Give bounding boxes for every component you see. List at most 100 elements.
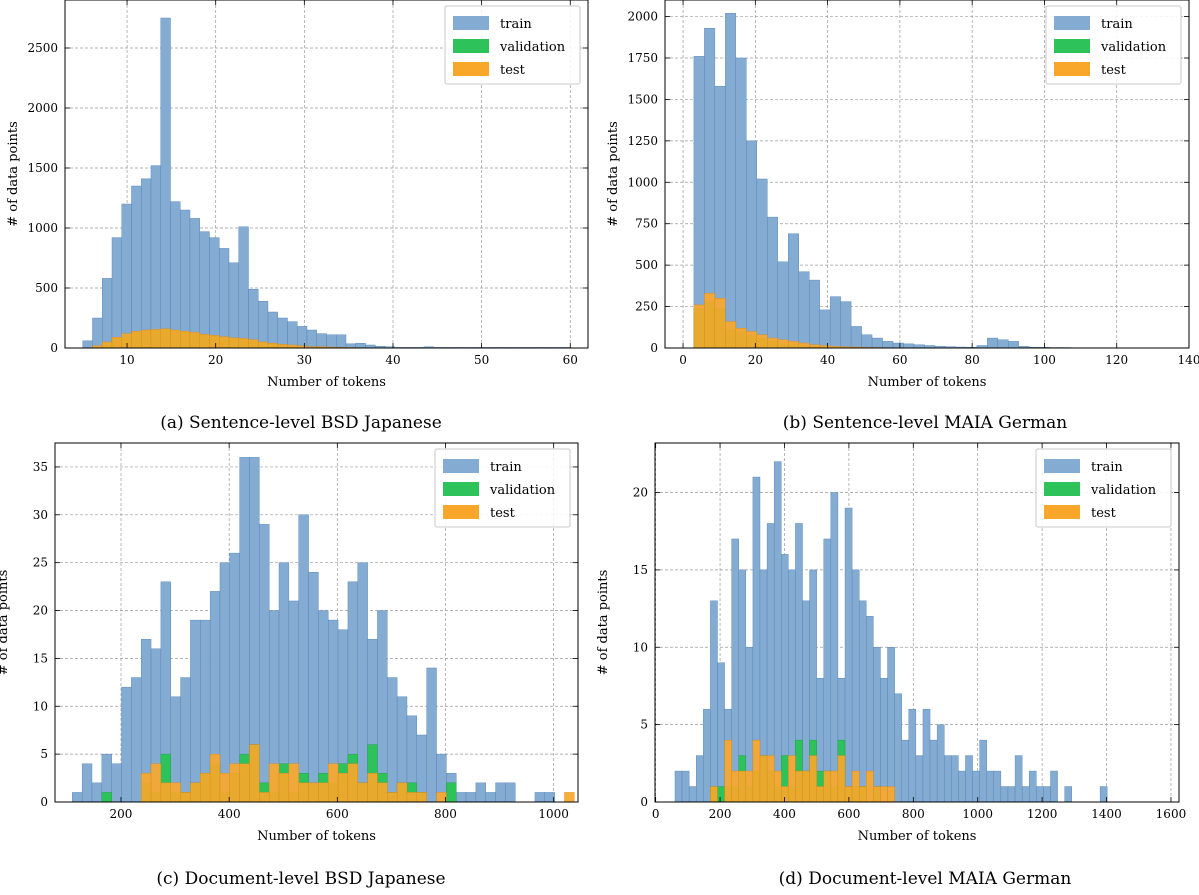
subplot-caption: (d) Document-level MAIA German <box>779 869 1072 889</box>
bar-train <box>336 335 346 348</box>
y-tick-label: 0 <box>640 795 648 809</box>
bar-train <box>327 335 337 348</box>
y-tick-label: 500 <box>35 281 58 295</box>
bar-test <box>220 773 230 802</box>
bar-test <box>180 331 190 348</box>
x-tick-label: 400 <box>218 807 241 821</box>
bar-test <box>151 764 161 802</box>
bar-test <box>387 792 397 802</box>
bar-train <box>190 620 200 802</box>
bar-train <box>980 740 987 802</box>
bar-train <box>1001 787 1008 802</box>
y-tick-label: 0 <box>650 341 658 355</box>
bar-test <box>725 321 735 348</box>
bar-test <box>181 792 191 802</box>
bar-test <box>248 340 258 348</box>
bar-test <box>258 342 268 348</box>
bar-train <box>852 570 859 802</box>
bar-train <box>170 202 180 348</box>
legend-swatch-train <box>1054 16 1090 30</box>
legend-swatch-test <box>443 505 479 519</box>
x-tick-label: 1200 <box>1027 807 1058 821</box>
bar-train <box>682 771 689 802</box>
legend-label-validation: validation <box>1100 40 1167 55</box>
x-tick-label: 200 <box>709 807 732 821</box>
bar-train <box>883 341 893 348</box>
subplot-d: 0 200 400 600 800 1000 1200 1400 1600 0 5 10 15 20 Num… <box>596 443 1186 889</box>
bar-train <box>297 326 307 348</box>
subplot-caption: (c) Document-level BSD Japanese <box>156 869 445 889</box>
x-axis-label: Number of tokens <box>868 375 987 390</box>
bar-test <box>200 334 210 348</box>
bar-train <box>916 756 923 802</box>
bar-train <box>229 263 239 348</box>
x-axis-label: Number of tokens <box>858 829 977 844</box>
bar-test <box>757 335 767 348</box>
bar-train <box>872 338 882 348</box>
x-tick-label: 1000 <box>962 807 993 821</box>
x-tick-label: 100 <box>1033 353 1056 367</box>
bar-train <box>427 668 437 802</box>
bar-train <box>356 343 366 348</box>
bar-train <box>1065 787 1072 802</box>
bar-train <box>895 694 902 802</box>
bar-test <box>437 792 447 802</box>
bar-test <box>715 298 725 348</box>
bar-train <box>92 318 102 348</box>
bar-test <box>736 328 746 348</box>
bar-test <box>767 338 777 348</box>
bar-test <box>289 764 299 802</box>
x-tick-label: 600 <box>326 807 349 821</box>
bar-train <box>902 740 909 802</box>
bar-test <box>219 337 229 348</box>
bar-test <box>210 754 220 802</box>
y-tick-label: 5 <box>40 747 48 761</box>
x-tick-label: 40 <box>820 353 835 367</box>
x-tick-label: 0 <box>652 807 660 821</box>
legend: trainvalidationtest <box>445 6 580 84</box>
y-tick-label: 1500 <box>627 92 658 106</box>
bar-test <box>338 773 348 802</box>
bar-train <box>1008 787 1015 802</box>
y-tick-label: 35 <box>33 460 48 474</box>
y-tick-label: 30 <box>33 508 48 522</box>
bar-test <box>278 344 288 348</box>
bar-test <box>417 792 427 802</box>
legend-label-test: test <box>1101 63 1127 78</box>
x-tick-label: 1400 <box>1091 807 1122 821</box>
bar-train <box>317 334 327 348</box>
legend-swatch-validation <box>1054 39 1090 53</box>
bar-test <box>200 773 210 802</box>
bar-test <box>259 792 269 802</box>
bar-test <box>831 771 838 802</box>
bar-test <box>838 756 845 802</box>
bar-train <box>923 709 930 802</box>
bar-test <box>328 764 338 802</box>
bar-train <box>1050 771 1057 802</box>
bar-train <box>757 179 767 348</box>
legend-label-test: test <box>490 506 516 521</box>
bar-train <box>358 563 368 802</box>
bar-train <box>1022 787 1029 802</box>
bar-train <box>299 515 309 802</box>
x-tick-label: 20 <box>748 353 763 367</box>
bar-train <box>675 771 682 802</box>
legend-label-test: test <box>500 63 526 78</box>
bar-test <box>564 792 574 802</box>
subplot-c: 200 400 600 800 100005101520253035Number of … <box>0 443 578 889</box>
x-axis-label: Number of tokens <box>267 375 386 390</box>
legend-label-validation: validation <box>489 483 556 498</box>
y-tick-label: 250 <box>635 300 658 314</box>
bar-train <box>845 508 852 802</box>
bar-train <box>888 647 895 802</box>
y-axis-label: # of data points <box>6 121 21 227</box>
bar-train <box>181 678 191 802</box>
bar-train <box>944 756 951 802</box>
bar-train <box>774 462 781 802</box>
bar-train <box>476 783 486 802</box>
bar-test <box>710 787 717 802</box>
bar-train <box>725 13 735 348</box>
bar-train <box>122 204 132 348</box>
bar-test <box>170 330 180 348</box>
legend: trainvalidationtest <box>1036 449 1171 527</box>
